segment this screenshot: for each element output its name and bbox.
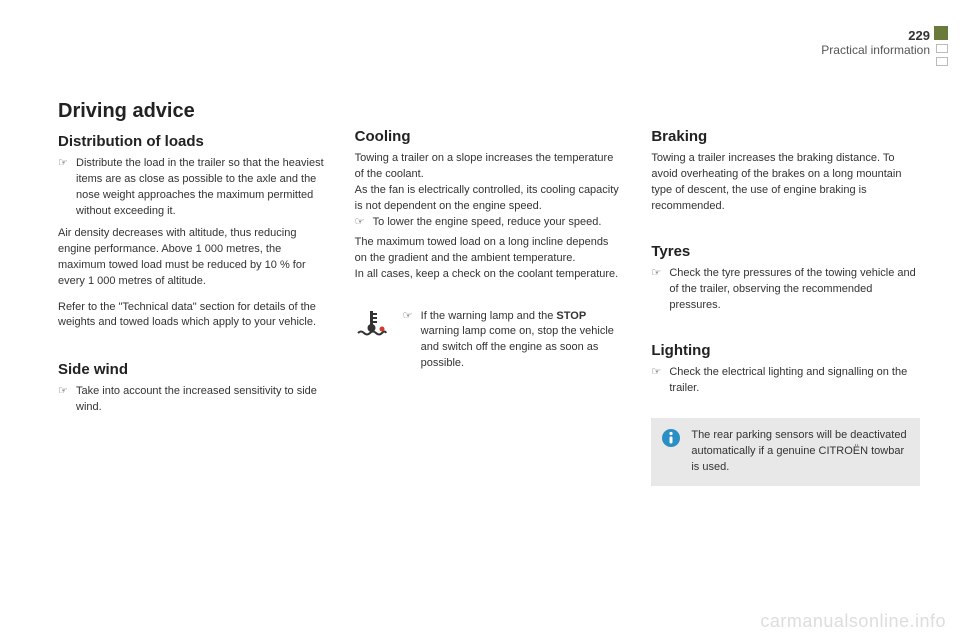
heading-tyres: Tyres: [651, 243, 920, 260]
section-distribution: Distribution of loads ☞ Distribute the l…: [58, 133, 327, 331]
heading-distribution: Distribution of loads: [58, 133, 327, 150]
warning-suffix: warning lamp come on, stop the vehicle a…: [421, 325, 614, 369]
bullet-marker-icon: ☞: [651, 266, 669, 314]
heading-lighting: Lighting: [651, 342, 920, 359]
paragraph: Towing a trailer increases the braking d…: [651, 151, 920, 215]
paragraph: Refer to the "Technical data" section fo…: [58, 300, 327, 332]
paragraph: Air density decreases with altitude, thu…: [58, 226, 327, 290]
bullet-text: Check the tyre pressures of the towing v…: [669, 266, 920, 314]
warning-row: ☞ If the warning lamp and the STOP warni…: [355, 309, 624, 377]
warning-bold: STOP: [556, 310, 586, 322]
page-content: Driving advice Distribution of loads ☞ D…: [58, 100, 920, 600]
section-cooling: Cooling Towing a trailer on a slope incr…: [355, 128, 624, 376]
coolant-temp-icon: [355, 309, 389, 339]
info-icon: [661, 428, 681, 448]
heading-braking: Braking: [651, 128, 920, 145]
bullet-marker-icon: ☞: [355, 215, 373, 231]
column-1: Driving advice Distribution of loads ☞ D…: [58, 100, 327, 600]
section-lighting: Lighting ☞ Check the electrical lighting…: [651, 342, 920, 397]
page-header: 229 Practical information: [821, 28, 930, 57]
bullet-marker-icon: ☞: [58, 384, 76, 416]
heading-sidewind: Side wind: [58, 361, 327, 378]
column-3: Braking Towing a trailer increases the b…: [651, 100, 920, 600]
paragraph: In all cases, keep a check on the coolan…: [355, 267, 624, 283]
bullet-marker-icon: ☞: [651, 365, 669, 397]
section-tab-active: [934, 26, 948, 40]
watermark: carmanualsonline.info: [760, 611, 946, 632]
bullet-item: ☞ Distribute the load in the trailer so …: [58, 156, 327, 220]
section-label: Practical information: [821, 43, 930, 57]
paragraph: The maximum towed load on a long incline…: [355, 235, 624, 267]
bullet-item: ☞ Check the electrical lighting and sign…: [651, 365, 920, 397]
info-text: The rear parking sensors will be deactiv…: [691, 428, 908, 476]
warning-prefix: If the warning lamp and the: [421, 310, 557, 322]
section-sidewind: Side wind ☞ Take into account the increa…: [58, 361, 327, 416]
bullet-item: ☞ To lower the engine speed, reduce your…: [355, 215, 624, 231]
section-tab: [936, 57, 948, 66]
bullet-marker-icon: ☞: [58, 156, 76, 220]
bullet-marker-icon: ☞: [403, 309, 421, 373]
column-2: Cooling Towing a trailer on a slope incr…: [355, 100, 624, 600]
bullet-item: ☞ If the warning lamp and the STOP warni…: [403, 309, 624, 373]
page-title: Driving advice: [58, 100, 327, 123]
bullet-item: ☞ Take into account the increased sensit…: [58, 384, 327, 416]
section-tyres: Tyres ☞ Check the tyre pressures of the …: [651, 243, 920, 314]
bullet-text: To lower the engine speed, reduce your s…: [373, 215, 624, 231]
warning-text: If the warning lamp and the STOP warning…: [421, 309, 624, 373]
info-box: The rear parking sensors will be deactiv…: [651, 418, 920, 486]
section-tab: [936, 44, 948, 53]
section-braking: Braking Towing a trailer increases the b…: [651, 128, 920, 215]
page-number: 229: [821, 28, 930, 43]
bullet-text: Check the electrical lighting and signal…: [669, 365, 920, 397]
paragraph: As the fan is electrically controlled, i…: [355, 183, 624, 215]
bullet-item: ☞ Check the tyre pressures of the towing…: [651, 266, 920, 314]
heading-cooling: Cooling: [355, 128, 624, 145]
bullet-text: Distribute the load in the trailer so th…: [76, 156, 327, 220]
paragraph: Towing a trailer on a slope increases th…: [355, 151, 624, 183]
bullet-text: Take into account the increased sensitiv…: [76, 384, 327, 416]
